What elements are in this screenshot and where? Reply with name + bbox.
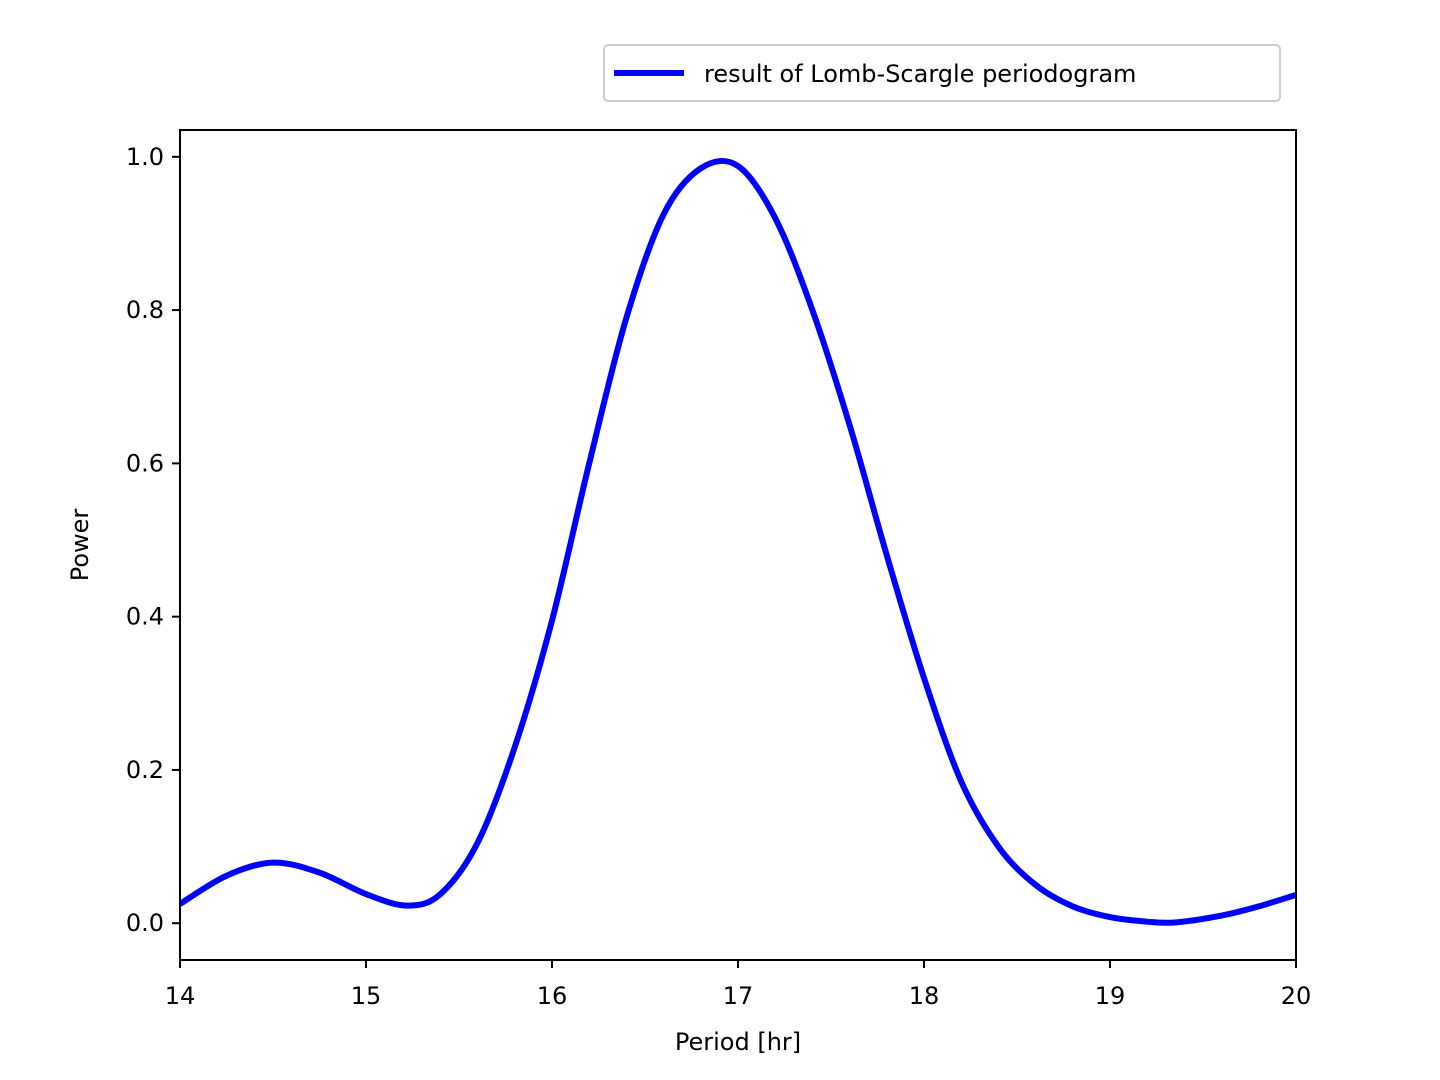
- y-tick-label: 0.4: [126, 603, 164, 631]
- y-axis-label: Power: [66, 509, 94, 582]
- y-tick-label: 0.0: [126, 909, 164, 937]
- y-tick-label: 0.8: [126, 296, 164, 324]
- x-tick-label: 18: [909, 982, 940, 1010]
- legend-box: [603, 44, 1281, 102]
- series-layer: [180, 157, 1296, 926]
- legend: result of Lomb-Scargle periodogram: [603, 44, 1281, 102]
- y-tick-label: 1.0: [126, 143, 164, 171]
- y-axis-ticks: 0.0 0.2 0.4 0.6 0.8 1.0: [126, 143, 180, 937]
- x-tick-label: 16: [537, 982, 568, 1010]
- legend-label: result of Lomb-Scargle periodogram: [704, 60, 1136, 88]
- y-tick-label: 0.2: [126, 756, 164, 784]
- plot-frame: [179, 129, 1297, 961]
- x-tick-label: 20: [1281, 982, 1312, 1010]
- y-tick-label: 0.6: [126, 449, 164, 477]
- x-tick-label: 19: [1095, 982, 1126, 1010]
- x-tick-label: 17: [723, 982, 754, 1010]
- x-tick-label: 14: [165, 982, 196, 1010]
- x-axis-label: Period [hr]: [675, 1028, 801, 1056]
- series-line-0: [180, 157, 1296, 926]
- x-tick-label: 15: [351, 982, 382, 1010]
- x-axis-ticks: 14 15 16 17 18 19 20: [165, 960, 1312, 1010]
